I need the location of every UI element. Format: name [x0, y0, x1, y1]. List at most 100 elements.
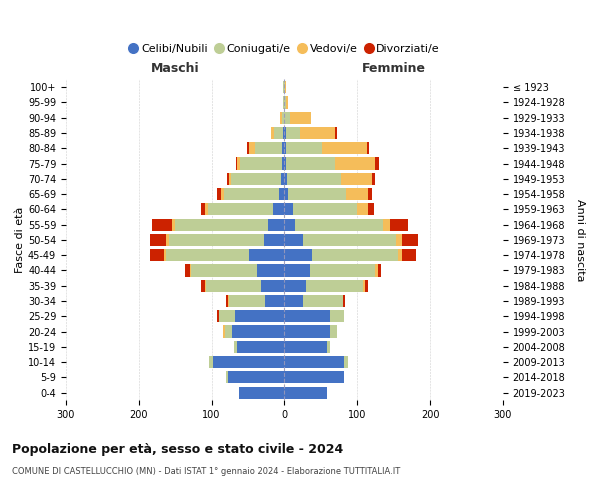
Bar [254, 142, 282, 154]
Bar [341, 172, 372, 185]
Bar [357, 203, 368, 215]
Bar [363, 280, 365, 292]
Bar [383, 218, 390, 230]
Bar [284, 127, 286, 139]
Bar [329, 326, 337, 338]
Bar [306, 280, 363, 292]
Bar [274, 203, 284, 215]
Bar [229, 295, 265, 307]
Bar [217, 310, 219, 322]
Bar [166, 234, 169, 246]
Bar [280, 112, 281, 124]
Bar [219, 310, 235, 322]
Bar [335, 127, 337, 139]
Bar [286, 142, 322, 154]
Bar [293, 203, 357, 215]
Bar [376, 158, 379, 170]
Bar [213, 356, 284, 368]
Bar [237, 158, 240, 170]
Bar [284, 340, 326, 353]
Bar [205, 203, 208, 215]
Bar [152, 218, 172, 230]
Bar [281, 172, 284, 185]
Bar [284, 188, 288, 200]
Bar [285, 81, 286, 93]
Bar [322, 142, 367, 154]
Text: Femmine: Femmine [362, 62, 425, 75]
Bar [227, 172, 229, 185]
Bar [226, 295, 229, 307]
Bar [284, 356, 344, 368]
Bar [185, 264, 190, 276]
Bar [284, 96, 286, 108]
Bar [175, 218, 268, 230]
Bar [302, 234, 396, 246]
Bar [226, 372, 227, 384]
Bar [271, 127, 274, 139]
Bar [247, 142, 249, 154]
Bar [343, 295, 345, 307]
Bar [284, 112, 290, 124]
Bar [265, 295, 284, 307]
Bar [202, 280, 205, 292]
Y-axis label: Fasce di età: Fasce di età [15, 206, 25, 273]
Bar [202, 203, 205, 215]
Bar [239, 386, 284, 399]
Bar [264, 234, 284, 246]
Bar [398, 249, 402, 262]
Bar [282, 142, 284, 154]
Bar [235, 310, 284, 322]
Bar [274, 127, 283, 139]
Bar [284, 172, 287, 185]
Bar [278, 188, 284, 200]
Bar [149, 249, 164, 262]
Bar [368, 203, 374, 215]
Bar [283, 127, 284, 139]
Bar [372, 172, 376, 185]
Bar [310, 264, 376, 276]
Bar [284, 234, 302, 246]
Bar [284, 158, 286, 170]
Bar [191, 264, 257, 276]
Bar [402, 249, 416, 262]
Bar [346, 188, 368, 200]
Text: Popolazione per età, sesso e stato civile - 2024: Popolazione per età, sesso e stato civil… [12, 442, 343, 456]
Bar [295, 218, 383, 230]
Bar [172, 218, 175, 230]
Bar [208, 203, 274, 215]
Bar [367, 142, 369, 154]
Bar [312, 249, 398, 262]
Bar [221, 188, 224, 200]
Bar [284, 326, 329, 338]
Bar [284, 372, 344, 384]
Bar [224, 326, 232, 338]
Bar [283, 81, 284, 93]
Bar [205, 280, 206, 292]
Bar [284, 203, 293, 215]
Bar [231, 172, 281, 185]
Bar [284, 249, 312, 262]
Bar [402, 234, 418, 246]
Bar [368, 188, 372, 200]
Bar [329, 310, 344, 322]
Bar [257, 264, 284, 276]
Bar [286, 127, 301, 139]
Bar [166, 249, 250, 262]
Y-axis label: Anni di nascita: Anni di nascita [575, 198, 585, 281]
Bar [284, 218, 295, 230]
Bar [376, 264, 377, 276]
Bar [283, 96, 284, 108]
Bar [396, 234, 402, 246]
Text: COMUNE DI CASTELLUCCHIO (MN) - Dati ISTAT 1° gennaio 2024 - Elaborazione TUTTITA: COMUNE DI CASTELLUCCHIO (MN) - Dati ISTA… [12, 468, 400, 476]
Bar [326, 340, 331, 353]
Bar [190, 264, 191, 276]
Bar [377, 264, 382, 276]
Legend: Celibi/Nubili, Coniugati/e, Vedovi/e, Divorziati/e: Celibi/Nubili, Coniugati/e, Vedovi/e, Di… [129, 44, 440, 54]
Bar [302, 295, 343, 307]
Bar [282, 158, 284, 170]
Bar [286, 96, 288, 108]
Bar [284, 386, 326, 399]
Bar [286, 158, 335, 170]
Bar [268, 218, 284, 230]
Bar [169, 234, 264, 246]
